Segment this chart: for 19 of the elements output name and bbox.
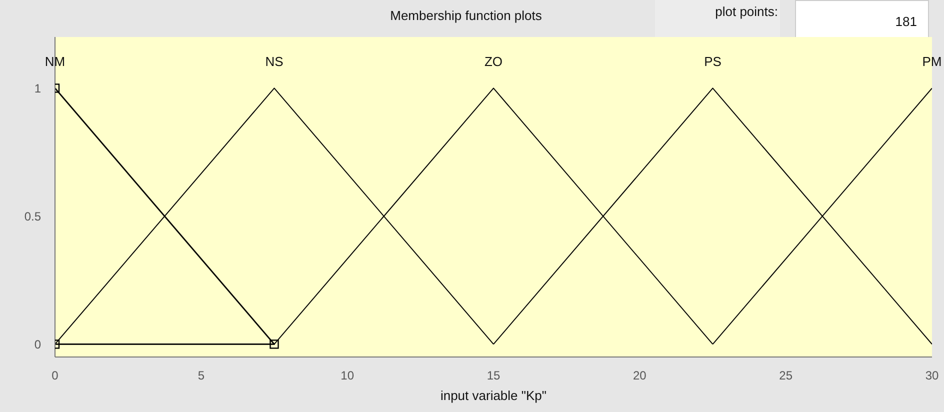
x-tick-label: 25 bbox=[779, 368, 793, 383]
x-tick-label: 0 bbox=[52, 368, 59, 383]
x-tick-label: 5 bbox=[198, 368, 205, 383]
text: 181 bbox=[895, 14, 917, 29]
x-tick-label: 10 bbox=[340, 368, 354, 383]
x-tick-label: 20 bbox=[632, 368, 647, 383]
series-label: ZO bbox=[484, 54, 503, 70]
series-label: NS bbox=[265, 54, 284, 70]
series-label: PS bbox=[704, 54, 722, 70]
x-tick-label: 15 bbox=[486, 368, 500, 383]
chart-title: Membership function plots bbox=[390, 8, 542, 23]
x-tick-label: 30 bbox=[925, 368, 939, 383]
text: plot points: bbox=[715, 4, 778, 19]
x-axis-title: input variable "Kp" bbox=[440, 388, 547, 403]
series-label: NM bbox=[44, 54, 66, 70]
series-label: PM bbox=[922, 54, 942, 70]
y-tick-label: 1 bbox=[34, 81, 42, 96]
y-tick-label: 0.5 bbox=[24, 209, 42, 224]
y-tick-label: 0 bbox=[34, 337, 42, 352]
